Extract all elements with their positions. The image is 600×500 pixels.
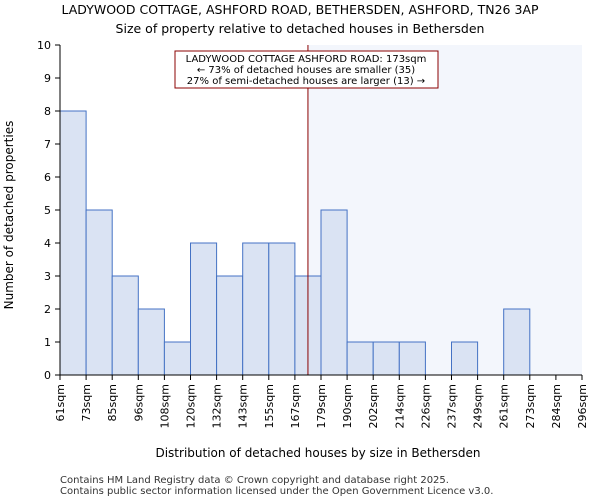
x-tick-label: 120sqm [185, 384, 198, 428]
x-tick-label: 96sqm [132, 384, 145, 421]
x-tick-label: 296sqm [576, 384, 589, 428]
annotation-line-2: ← 73% of detached houses are smaller (35… [197, 65, 415, 76]
x-tick-label: 61sqm [54, 384, 67, 421]
x-tick-label: 132sqm [211, 384, 224, 428]
y-axis-label: Number of detached properties [2, 121, 16, 310]
bar-132sqm [216, 275, 244, 376]
annotation-line-3: 27% of semi-detached houses are larger (… [187, 76, 425, 87]
bar-202sqm [372, 341, 400, 376]
y-ticks-group: 0 1 2 3 4 5 6 7 8 9 10 [37, 39, 60, 382]
y-tick-label: 1 [44, 336, 51, 349]
y-tick-label: 5 [44, 204, 51, 217]
y-tick-label: 3 [44, 270, 51, 283]
x-axis-label: Distribution of detached houses by size … [155, 446, 480, 460]
x-tick-label: 85sqm [106, 384, 119, 421]
y-tick-label: 4 [44, 237, 51, 250]
x-tick-label: 214sqm [393, 384, 406, 428]
y-tick-label: 8 [44, 105, 51, 118]
x-tick-label: 167sqm [289, 384, 302, 428]
bar-143sqm [242, 242, 270, 376]
bar-85sqm [111, 275, 139, 376]
bar-237sqm [451, 341, 479, 376]
y-tick-label: 7 [44, 138, 51, 151]
x-tick-label: 155sqm [263, 384, 276, 428]
chart-subtitle: Size of property relative to detached ho… [116, 21, 485, 36]
bar-61sqm [59, 110, 87, 376]
bar-155sqm [268, 242, 296, 376]
x-tick-label: 190sqm [341, 384, 354, 428]
bar-108sqm [163, 341, 191, 376]
x-tick-label: 108sqm [158, 384, 171, 428]
x-tick-label: 73sqm [80, 384, 93, 421]
bar-214sqm [398, 341, 426, 376]
annotation-line-1: LADYWOOD COTTAGE ASHFORD ROAD: 173sqm [186, 54, 427, 65]
chart-title: LADYWOOD COTTAGE, ASHFORD ROAD, BETHERSD… [61, 2, 539, 17]
footer-line-1: Contains HM Land Registry data © Crown c… [60, 475, 449, 486]
x-tick-label: 226sqm [419, 384, 432, 428]
y-tick-label: 10 [37, 39, 51, 52]
annotation-box: LADYWOOD COTTAGE ASHFORD ROAD: 173sqm ← … [174, 50, 439, 89]
bar-179sqm [320, 209, 348, 376]
bar-120sqm [190, 242, 218, 376]
y-tick-label: 9 [44, 72, 51, 85]
bar-190sqm [346, 341, 374, 376]
footer-line-2: Contains public sector information licen… [60, 486, 493, 497]
bars-group [59, 110, 531, 376]
x-tick-label: 143sqm [237, 384, 250, 428]
x-tick-label: 284sqm [550, 384, 563, 428]
x-tick-label: 179sqm [315, 384, 328, 428]
x-tick-label: 237sqm [446, 384, 459, 428]
bar-73sqm [85, 209, 113, 376]
y-tick-label: 0 [44, 369, 51, 382]
annotation-border [174, 50, 439, 89]
x-tick-label: 261sqm [498, 384, 511, 428]
x-ticks-group: 61sqm 73sqm 85sqm 96sqm 108sqm 120sqm 132sqm 14… [54, 375, 589, 428]
y-tick-label: 6 [44, 171, 51, 184]
y-tick-label: 2 [44, 303, 51, 316]
x-tick-label: 249sqm [472, 384, 485, 428]
bar-261sqm [503, 308, 531, 376]
x-tick-label: 273sqm [524, 384, 537, 428]
x-tick-label: 202sqm [367, 384, 380, 428]
bar-96sqm [137, 308, 165, 376]
highlight-region [307, 45, 582, 375]
